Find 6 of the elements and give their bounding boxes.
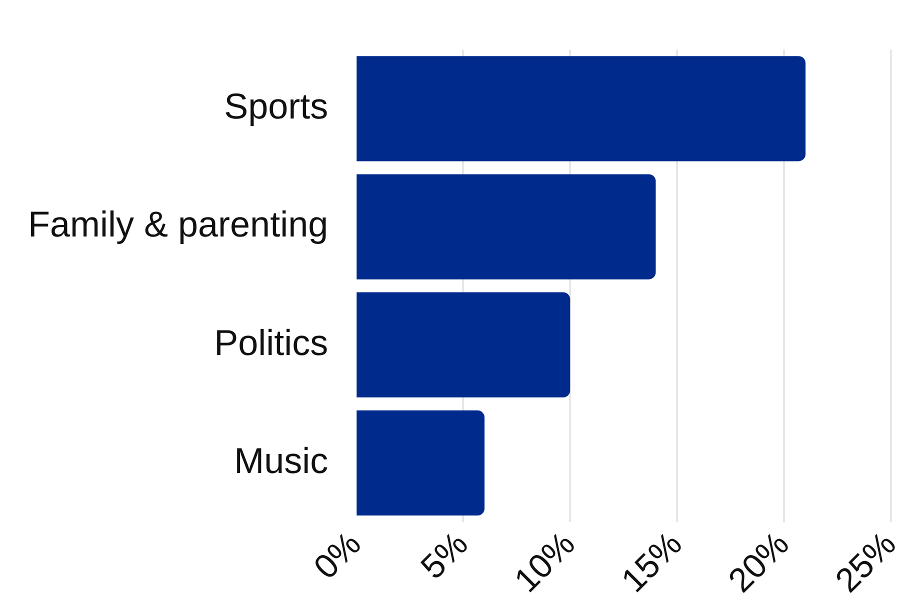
x-tick-label: 5% — [414, 524, 476, 586]
y-tick-label: Family & parenting — [28, 204, 328, 245]
y-tick-label: Music — [234, 440, 328, 481]
y-tick-label: Politics — [214, 322, 328, 363]
x-tick-label: 0% — [306, 524, 368, 586]
y-tick-label: Sports — [224, 86, 328, 127]
